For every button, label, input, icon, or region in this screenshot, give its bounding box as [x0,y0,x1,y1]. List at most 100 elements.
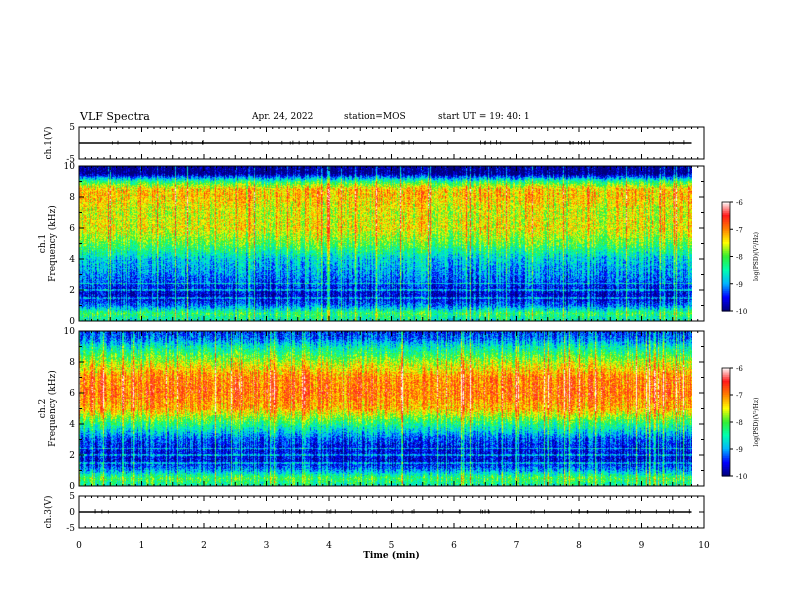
colorbar-segment [722,391,730,394]
colorbar-segment [722,395,730,398]
colorbar-tick-label: -7 [736,226,743,234]
x-axis-label: Time (min) [363,550,420,561]
colorbar-segment [722,384,730,387]
colorbar-segment [722,276,730,279]
x-tick-label: 9 [639,541,645,551]
colorbar-segment [722,289,730,292]
y-axis-label: ch.3(V) [43,496,54,529]
y-tick-label: 0 [69,317,75,327]
colorbar-segment [722,369,730,373]
colorbar-tick-label: -7 [736,392,743,400]
colorbar-segment [722,470,730,473]
colorbar-segment [722,272,730,276]
colorbar-segment [722,305,730,308]
colorbar-segment [722,441,730,445]
colorbar-segment [722,229,730,232]
colorbar-segment [722,438,730,441]
colorbar-segment [722,454,730,457]
colorbar-tick-label: -6 [736,365,743,373]
colorbar-segment [722,207,730,210]
y-tick-label: -5 [66,524,75,534]
ch1-spectrogram-panel: 0 2 4 6 8 10 ch.1 Frequency (kHz) [38,162,705,327]
colorbar-segment [722,261,730,265]
colorbar-tick-label: -6 [736,199,743,207]
y-tick-label: 5 [69,123,75,133]
colorbar-segment [722,294,730,298]
colorbar-segment [722,440,730,443]
y-tick-label: -5 [66,155,75,165]
x-tick-label: 7 [514,541,520,551]
colorbar-segment [722,434,730,437]
colorbar-segment [722,427,730,430]
y-axis-label: ch.1 [38,234,48,253]
y-tick-label: 0 [69,482,75,492]
colorbar-segment [722,298,730,301]
colorbar-segment [722,429,730,432]
colorbar-tick-label: -10 [736,308,747,316]
colorbar-segment [722,380,730,383]
colorbar-segment [722,431,730,434]
colorbar-segment [722,452,730,455]
colorbar-segment [722,422,730,425]
colorbar-segment [722,283,730,287]
x-tick-label: 10 [698,541,710,551]
colorbar-segment [722,413,730,416]
colorbar-segment [722,467,730,470]
x-tick-label: 3 [264,541,270,551]
colorbar-tick-label: -9 [736,446,743,454]
colorbar-segment [722,243,730,247]
colorbar-segment [722,420,730,423]
colorbar-segment [722,227,730,230]
colorbar-segment [722,450,730,454]
y-axis-label: ch.1(V) [43,127,54,160]
x-tick-label: 5 [389,541,395,551]
colorbar-segment [722,269,730,272]
spectrogram-image [79,166,692,321]
colorbar-segment [722,205,730,209]
colorbar-segment [722,271,730,274]
colorbar-segment [722,232,730,236]
colorbar-segment [722,472,730,475]
y-axis-label: ch.2 [38,399,48,418]
colorbar-segment [722,303,730,307]
colorbar-segment [722,287,730,290]
colorbar-segment [722,405,730,409]
colorbar-segment [722,447,730,450]
y-tick-label: 10 [64,327,76,337]
colorbar-label: log(PSD)(V²/Hz) [753,232,760,281]
colorbar-segment [722,218,730,221]
colorbar-tick-label: -8 [736,419,743,427]
colorbar-segment [722,449,730,452]
colorbar-segment [722,280,730,283]
colorbar-segment [722,459,730,463]
y-tick-label: 2 [69,286,75,296]
ch2-spectrogram-panel: 0 2 4 6 8 10 ch.2 Frequency (kHz) [38,327,705,492]
colorbar-segment [722,223,730,227]
x-tick-label: 6 [451,541,457,551]
colorbar-segment [722,274,730,278]
colorbar-segment [722,209,730,212]
colorbar-segment [722,386,730,389]
colorbar-segment [722,398,730,401]
colorbar-segment [722,216,730,219]
colorbar-segment [722,263,730,267]
colorbar-segment [722,371,730,374]
colorbar-segment [722,231,730,234]
colorbar-tick-label: -10 [736,473,747,481]
colorbar-segment [722,211,730,214]
colorbar-segment [722,301,730,305]
y-tick-label: 4 [69,255,75,265]
colorbar-segment [722,278,730,281]
colorbar-segment [722,221,730,225]
colorbar-segment [722,240,730,243]
colorbar-segment [722,373,730,376]
x-tick-label: 0 [76,541,82,551]
colorbar-segment [722,400,730,403]
ch1-colorbar: -6 -7 -8 -9 -10 log(PSD)(V²/Hz) [721,199,760,316]
colorbar-segment [722,407,730,410]
colorbar-segment [722,389,730,392]
colorbar-segment [722,461,730,464]
y-tick-label: 2 [69,451,75,461]
colorbar-segment [722,416,730,419]
